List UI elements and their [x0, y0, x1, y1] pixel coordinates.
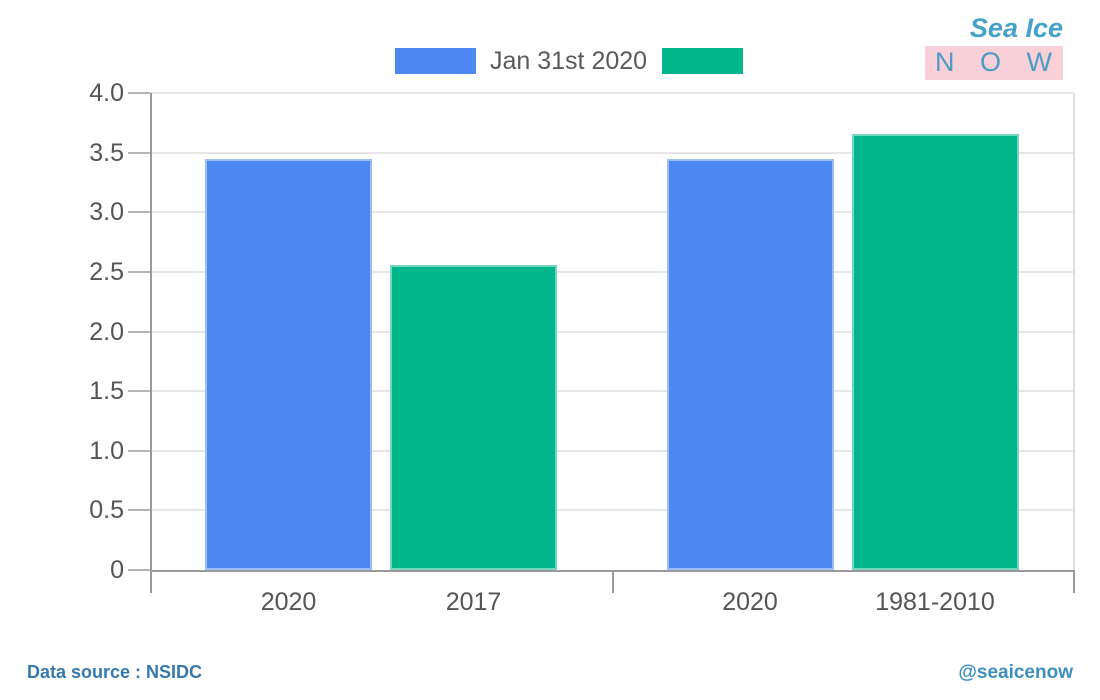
bar-2020[interactable]	[666, 158, 834, 570]
x-axis-divider	[150, 570, 152, 593]
gridline	[150, 509, 1073, 512]
plot-right-border	[1073, 93, 1075, 570]
twitter-handle: @seaicenow	[958, 662, 1073, 683]
bar-1981-2010[interactable]	[851, 133, 1019, 570]
y-axis-tick-label: 2.5	[89, 257, 124, 286]
x-axis-divider	[1073, 570, 1075, 593]
y-axis-tick-label: 0	[110, 556, 124, 584]
gridline	[150, 151, 1073, 154]
y-axis-tick	[128, 330, 150, 333]
y-axis-tick	[128, 151, 150, 154]
x-axis-divider	[611, 570, 614, 593]
gridline	[150, 270, 1073, 273]
gridline	[150, 330, 1073, 333]
data-source-label: Data source : NSIDC	[27, 662, 203, 682]
y-axis-tick-label: 4.0	[89, 79, 124, 107]
legend-item-label: Jan 31st 2020	[490, 46, 648, 75]
y-axis-tick	[128, 270, 150, 273]
x-axis-category-label: 1981-2010	[875, 588, 995, 616]
gridline	[150, 449, 1073, 452]
logo: Sea Ice N O W	[925, 13, 1063, 81]
logo-sea-ice-text: Sea Ice	[969, 13, 1063, 43]
legend-item-2[interactable]	[662, 48, 757, 74]
y-axis-tick-label: 2.0	[89, 317, 124, 346]
gridline	[150, 390, 1073, 393]
y-axis-tick	[128, 390, 150, 393]
y-axis-tick	[128, 449, 150, 452]
y-axis-tick-label: 1.0	[89, 436, 124, 465]
y-axis-tick-label: 1.5	[89, 377, 124, 406]
y-axis-tick-label: 3.5	[89, 138, 124, 167]
y-axis-tick	[128, 92, 150, 94]
legend-swatch-icon[interactable]	[662, 48, 744, 74]
x-axis-category-label: 2020	[722, 588, 778, 616]
legend: Jan 31st 2020	[395, 48, 757, 74]
y-axis-tick	[128, 211, 150, 214]
y-axis-tick-label: 3.0	[89, 198, 124, 227]
gridline	[150, 211, 1073, 214]
y-axis-tick-label: 0.5	[89, 496, 124, 525]
bar-2020[interactable]	[205, 158, 372, 570]
y-axis-tick	[128, 509, 150, 512]
y-axis-tick	[128, 569, 150, 571]
legend-item-1[interactable]: Jan 31st 2020	[395, 48, 647, 74]
logo-now-badge: N O W	[925, 45, 1063, 81]
legend-swatch-icon[interactable]	[395, 48, 476, 74]
y-axis-line	[150, 93, 152, 593]
x-axis-category-label: 2017	[445, 588, 502, 616]
bar-2017[interactable]	[390, 264, 557, 570]
x-axis-category-label: 2020	[260, 588, 317, 616]
gridline	[150, 92, 1073, 94]
